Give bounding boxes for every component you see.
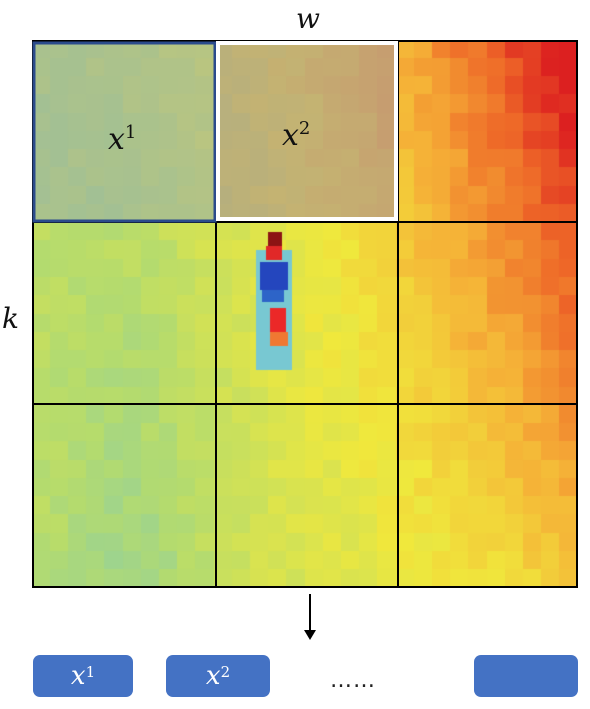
heatmap-grid: x1 x2	[32, 40, 578, 588]
height-axis-label: k	[2, 302, 19, 335]
patch-1-label: x1	[108, 122, 137, 157]
down-arrow-icon	[304, 594, 316, 640]
grid-overlay	[32, 40, 578, 588]
ellipsis: ……	[330, 668, 376, 693]
patch-2-label: x2	[282, 118, 311, 153]
token-last	[474, 655, 578, 697]
patch-2-highlight	[216, 41, 398, 221]
patch-1-highlight	[32, 41, 217, 223]
width-axis-label: w	[296, 2, 320, 35]
